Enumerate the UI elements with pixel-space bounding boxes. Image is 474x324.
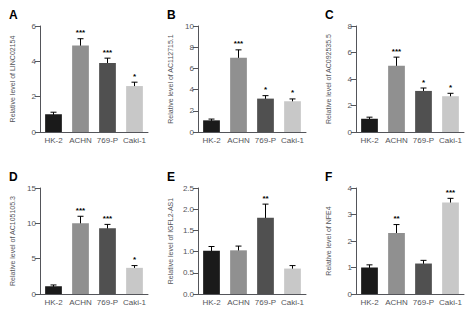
svg-text:0: 0 — [190, 128, 195, 137]
svg-text:Caki-1: Caki-1 — [439, 136, 463, 145]
svg-text:769-P: 769-P — [97, 298, 118, 307]
svg-text:Relative level of IGFL2-AS1: Relative level of IGFL2-AS1 — [167, 198, 174, 284]
svg-text:*: * — [449, 83, 453, 92]
svg-text:**: ** — [262, 194, 269, 203]
svg-text:HK-2: HK-2 — [202, 298, 221, 307]
svg-text:0: 0 — [32, 128, 37, 137]
svg-text:ACHN: ACHN — [385, 136, 408, 145]
svg-text:0.0: 0.0 — [183, 290, 195, 299]
svg-text:*: * — [264, 85, 268, 94]
svg-text:Caki-1: Caki-1 — [123, 136, 147, 145]
svg-text:10: 10 — [185, 22, 194, 31]
svg-text:C: C — [325, 8, 334, 22]
svg-text:2: 2 — [32, 92, 37, 101]
svg-text:6: 6 — [190, 64, 195, 73]
svg-text:2: 2 — [190, 106, 195, 115]
svg-text:***: *** — [103, 48, 113, 57]
svg-text:2.5: 2.5 — [183, 184, 195, 193]
svg-text:6: 6 — [348, 48, 353, 57]
svg-text:***: *** — [446, 188, 456, 197]
svg-text:Relative level of AC112715.1: Relative level of AC112715.1 — [167, 34, 174, 123]
svg-text:4: 4 — [348, 75, 353, 84]
svg-text:0: 0 — [348, 128, 353, 137]
svg-text:ACHN: ACHN — [69, 298, 92, 307]
svg-text:3: 3 — [348, 210, 353, 219]
svg-text:*: * — [133, 72, 137, 81]
svg-text:***: *** — [76, 28, 86, 37]
svg-text:Caki-1: Caki-1 — [439, 298, 463, 307]
svg-text:HK-2: HK-2 — [360, 298, 379, 307]
svg-text:6: 6 — [32, 22, 37, 31]
svg-text:***: *** — [234, 39, 244, 48]
svg-text:0: 0 — [32, 290, 37, 299]
svg-text:8: 8 — [190, 43, 195, 52]
svg-text:4: 4 — [32, 57, 37, 66]
svg-text:E: E — [167, 170, 175, 184]
svg-text:10: 10 — [27, 219, 36, 228]
svg-text:HK-2: HK-2 — [202, 136, 221, 145]
svg-text:B: B — [167, 8, 176, 22]
svg-text:Caki-1: Caki-1 — [281, 298, 305, 307]
svg-text:8: 8 — [348, 22, 353, 31]
svg-text:Relative level of LINC02154: Relative level of LINC02154 — [9, 36, 16, 123]
svg-text:0: 0 — [348, 290, 353, 299]
svg-text:Caki-1: Caki-1 — [123, 298, 147, 307]
svg-text:769-P: 769-P — [413, 136, 434, 145]
svg-text:A: A — [9, 8, 18, 22]
svg-text:1.0: 1.0 — [183, 247, 195, 256]
svg-text:769-P: 769-P — [255, 136, 276, 145]
svg-text:***: *** — [392, 47, 402, 56]
svg-text:HK-2: HK-2 — [44, 136, 63, 145]
svg-text:Caki-1: Caki-1 — [281, 136, 305, 145]
svg-text:769-P: 769-P — [413, 298, 434, 307]
svg-text:ACHN: ACHN — [227, 136, 250, 145]
svg-text:769-P: 769-P — [255, 298, 276, 307]
svg-text:Relative level of AC092535.5: Relative level of AC092535.5 — [325, 34, 332, 124]
svg-text:1.5: 1.5 — [183, 226, 195, 235]
svg-text:0.5: 0.5 — [183, 268, 195, 277]
svg-text:*: * — [422, 78, 426, 87]
svg-text:5: 5 — [32, 254, 37, 263]
svg-text:HK-2: HK-2 — [44, 298, 63, 307]
svg-text:Relative level of AC105105.3: Relative level of AC105105.3 — [9, 196, 16, 286]
svg-text:1: 1 — [348, 263, 353, 272]
svg-text:2: 2 — [348, 237, 353, 246]
svg-text:F: F — [325, 170, 332, 184]
svg-text:HK-2: HK-2 — [360, 136, 379, 145]
svg-text:2.0: 2.0 — [183, 205, 195, 214]
svg-text:4: 4 — [348, 184, 353, 193]
svg-text:769-P: 769-P — [97, 136, 118, 145]
svg-text:***: *** — [103, 214, 113, 223]
svg-text:4: 4 — [190, 85, 195, 94]
svg-text:ACHN: ACHN — [227, 298, 250, 307]
svg-text:D: D — [9, 170, 18, 184]
svg-text:ACHN: ACHN — [69, 136, 92, 145]
svg-text:*: * — [133, 255, 137, 264]
svg-text:2: 2 — [348, 101, 353, 110]
svg-text:ACHN: ACHN — [385, 298, 408, 307]
svg-text:**: ** — [393, 214, 400, 223]
svg-text:***: *** — [76, 206, 86, 215]
svg-text:15: 15 — [27, 184, 36, 193]
svg-text:*: * — [291, 88, 295, 97]
svg-text:Relative level of NFE4: Relative level of NFE4 — [325, 206, 332, 275]
